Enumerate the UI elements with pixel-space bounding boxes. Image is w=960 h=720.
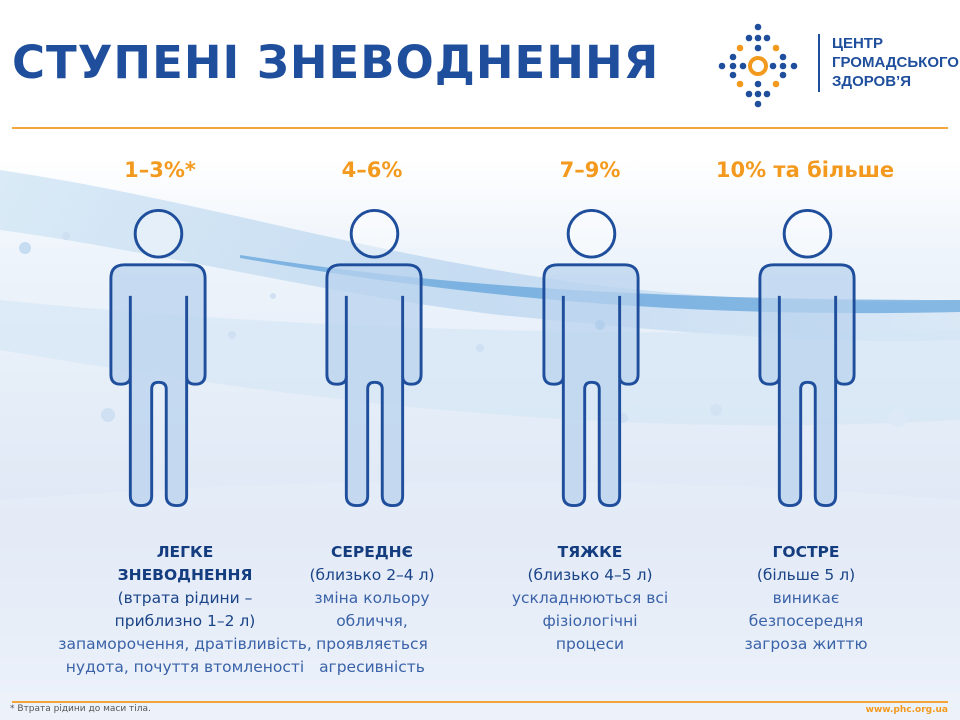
stage-heading: ТЯЖКЕ [557,543,623,561]
body-outline [758,263,856,508]
head [782,208,833,259]
person-icon [325,208,423,508]
stage-percent: 1–3%* [124,158,196,182]
stage-volume: (більше 5 л) [756,566,856,584]
phc-logo-icon [718,23,798,108]
person-icon [542,208,640,508]
header-divider [12,127,948,129]
stage-volume: приблизно 1–2 л) [114,612,256,630]
page-title: СТУПЕНІ ЗНЕВОДНЕННЯ [12,36,660,89]
stage-percent: 7–9% [559,158,621,182]
stage-symptoms: запаморочення, дратівливість, [58,635,312,653]
footnote: * Втрата рідини до маси тіла. [10,704,151,714]
footer-divider [12,701,948,703]
stage-symptoms: виникає [772,589,840,607]
arm-line [777,295,838,377]
stage-symptoms: ускладнюються всі [511,589,669,607]
stage-description: ТЯЖКЕ (близько 4–5 л) ускладнюються всі … [480,541,700,656]
logo-line: ЗДОРОВ’Я [832,73,912,90]
stage-symptoms: загроза життю [744,635,868,653]
stage-symptoms: проявляється [316,635,428,653]
logo-divider [818,34,820,92]
body-outline [542,263,640,508]
stage-heading: ЗНЕВОДНЕННЯ [117,566,253,584]
person-icon [758,208,856,508]
stage-symptoms: агресивність [319,658,425,676]
logo-text: ЦЕНТР ГРОМАДСЬКОГО ЗДОРОВ’Я [832,34,959,91]
arm-line [561,295,622,377]
arm-line [344,295,405,377]
stage-description: СЕРЕДНЄ (близько 2–4 л) зміна кольору об… [262,541,482,679]
stage-volume: (втрата рідини – [117,589,253,607]
stage-symptoms: обличчя, [336,612,408,630]
head [133,208,184,259]
stage-percent: 4–6% [341,158,403,182]
stage-symptoms: безпосередня [748,612,864,630]
logo-line: ЦЕНТР [832,35,883,52]
person-icon [109,208,207,508]
stage-symptoms: процеси [555,635,625,653]
bubble [19,242,31,254]
head [349,208,400,259]
body-outline [109,263,207,508]
arm-line [128,295,189,377]
stage-heading: ГОСТРЕ [772,543,840,561]
stage-description: ГОСТРЕ (більше 5 л) виникає безпосередня… [696,541,916,656]
stage-percent: 10% та більше [715,158,895,182]
stage-symptoms: нудота, почуття втомленості [65,658,305,676]
body-outline [325,263,423,508]
stage-volume: (близько 2–4 л) [309,566,435,584]
stage-volume: (близько 4–5 л) [527,566,653,584]
logo-line: ГРОМАДСЬКОГО [832,54,959,71]
stage-heading: СЕРЕДНЄ [330,543,414,561]
website-link[interactable]: www.phc.org.ua [865,705,948,715]
stage-description: ЛЕГКЕ ЗНЕВОДНЕННЯ (втрата рідини – прибл… [58,541,312,679]
stage-symptoms: фізіологічні [542,612,638,630]
stage-symptoms: зміна кольору [314,589,430,607]
stage-heading: ЛЕГКЕ [156,543,214,561]
head [566,208,617,259]
